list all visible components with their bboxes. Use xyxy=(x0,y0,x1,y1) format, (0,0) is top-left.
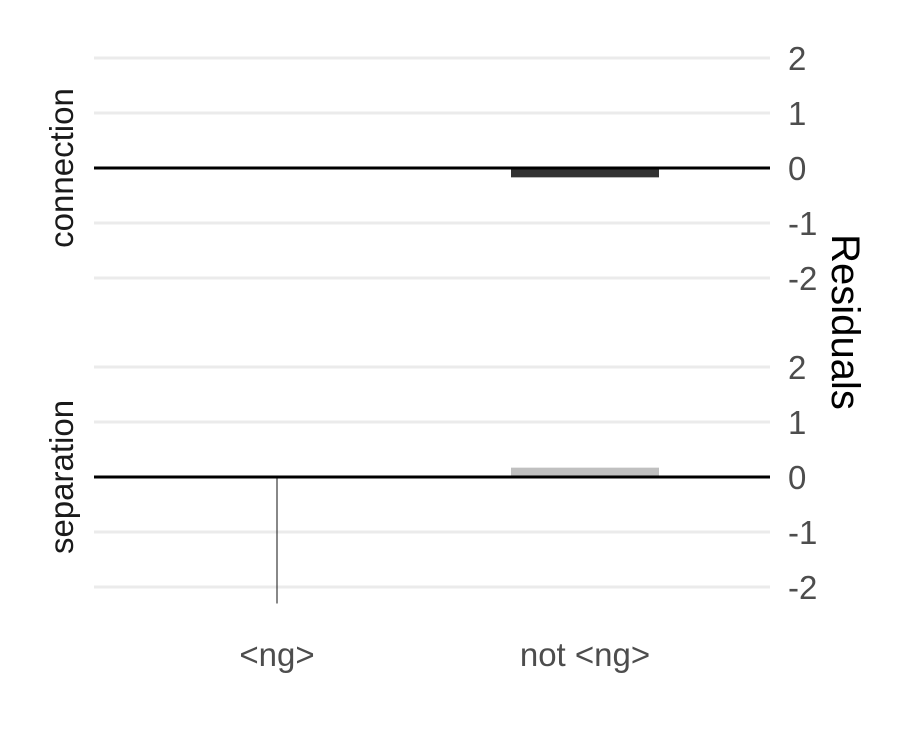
y-tick-label-separation-0: 0 xyxy=(788,459,806,496)
bar-connection-1 xyxy=(511,168,659,178)
x-tick-label-1: not <ng> xyxy=(520,636,650,673)
bar-separation-0 xyxy=(276,477,278,604)
y-tick-label-separation-2: 2 xyxy=(788,349,806,386)
y-tick-label-separation-1: 1 xyxy=(788,404,806,441)
x-tick-label-0: <ng> xyxy=(239,636,314,673)
y-tick-label-connection--1: -1 xyxy=(788,205,817,242)
bar-separation-1 xyxy=(511,467,659,477)
x-axis-tick-labels: <ng> not <ng> xyxy=(239,636,650,673)
y-tick-label-connection-2: 2 xyxy=(788,40,806,77)
y-tick-label-connection-1: 1 xyxy=(788,95,806,132)
y-axis-title: Residuals xyxy=(823,234,867,410)
facet-label-separation: separation xyxy=(43,400,80,554)
y-tick-label-connection--2: -2 xyxy=(788,260,817,297)
panel-separation: 2 1 0 -1 -2 separation xyxy=(43,349,817,606)
y-tick-label-separation--2: -2 xyxy=(788,569,817,606)
facet-panels: 2 1 0 -1 -2 connection 2 1 0 -1 -2 separation xyxy=(43,40,817,606)
y-tick-label-connection-0: 0 xyxy=(788,150,806,187)
facet-label-connection: connection xyxy=(43,88,80,248)
y-tick-label-separation--1: -1 xyxy=(788,514,817,551)
panel-connection: 2 1 0 -1 -2 connection xyxy=(43,40,817,297)
